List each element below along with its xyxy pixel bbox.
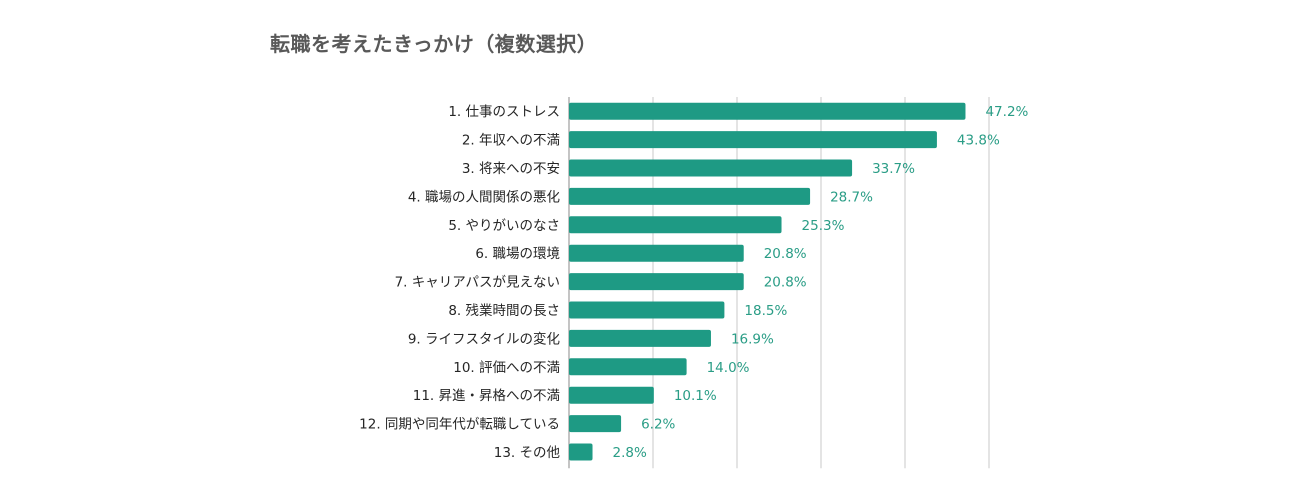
bar-13 (569, 443, 593, 461)
category-label-9: 9. ライフスタイルの変化 (408, 330, 560, 347)
value-label-8: 18.5% (744, 303, 787, 319)
bar-12 (569, 415, 622, 433)
value-label-4: 28.7% (830, 189, 873, 205)
value-label-10: 14.0% (707, 360, 750, 376)
category-label-6: 6. 職場の環境 (475, 246, 560, 262)
value-label-9: 16.9% (731, 331, 774, 347)
value-label-11: 10.1% (674, 388, 717, 404)
category-label-7: 7. キャリアパスが見えない (395, 275, 560, 291)
value-label-12: 6.2% (641, 417, 675, 433)
value-label-5: 25.3% (802, 218, 845, 234)
value-label-1: 47.2% (985, 104, 1028, 120)
category-label-11: 11. 昇進・昇格への不満 (413, 388, 560, 404)
bar-8 (569, 301, 725, 319)
category-label-2: 2. 年収への不満 (462, 133, 560, 149)
category-label-10: 10. 評価への不満 (453, 360, 560, 376)
value-label-6: 20.8% (764, 246, 807, 262)
bar-7 (569, 273, 744, 291)
chart-title: 転職を考えたきっかけ（複数選択） (270, 32, 598, 56)
bar-5 (569, 216, 782, 234)
bar-layer (569, 102, 966, 461)
category-label-5: 5. やりがいのなさ (448, 218, 560, 234)
category-label-13: 13. その他 (494, 445, 560, 461)
value-label-3: 33.7% (872, 161, 915, 177)
value-label-2: 43.8% (957, 133, 1000, 149)
category-label-3: 3. 将来への不安 (462, 161, 560, 177)
label-layer: 1. 仕事のストレス 47.2% 2. 年収への不満 43.8% 3. 将来への不安 33… (359, 104, 1028, 461)
bar-9 (569, 329, 711, 347)
category-label-4: 4. 職場の人間関係の悪化 (408, 189, 560, 205)
bar-3 (569, 159, 853, 177)
bar-11 (569, 386, 654, 404)
value-label-13: 2.8% (613, 445, 647, 461)
category-label-12: 12. 同期や同年代が転職している (359, 417, 560, 433)
bar-6 (569, 244, 744, 262)
bar-4 (569, 187, 811, 205)
bar-2 (569, 131, 937, 149)
category-label-1: 1. 仕事のストレス (448, 104, 560, 120)
bar-10 (569, 358, 687, 376)
value-label-7: 20.8% (764, 275, 807, 291)
category-label-8: 8. 残業時間の長さ (448, 303, 560, 319)
bar-1 (569, 102, 966, 120)
